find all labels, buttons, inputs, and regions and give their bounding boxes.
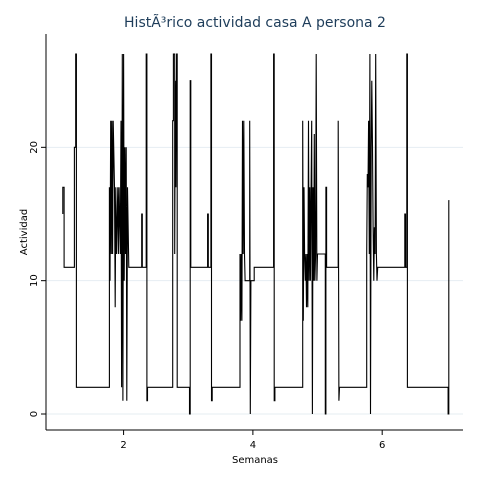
series-group <box>62 53 450 415</box>
plot-area <box>46 34 463 430</box>
x-tick-label: 4 <box>250 440 256 451</box>
y-axis-ticks: 0 10 20 <box>29 141 46 417</box>
y-tick-label: 0 <box>29 411 40 417</box>
series-line <box>62 53 450 415</box>
y-tick-label: 10 <box>29 274 40 287</box>
x-tick-label: 2 <box>120 440 126 451</box>
chart-title: HistÃ³rico actividad casa A persona 2 <box>124 14 386 31</box>
y-axis-label: Actividad <box>19 209 30 255</box>
y-tick-label: 20 <box>29 141 40 154</box>
x-tick-label: 6 <box>379 440 385 451</box>
x-axis-ticks: 2 4 6 <box>120 430 385 451</box>
x-axis-label: Semanas <box>232 455 278 466</box>
